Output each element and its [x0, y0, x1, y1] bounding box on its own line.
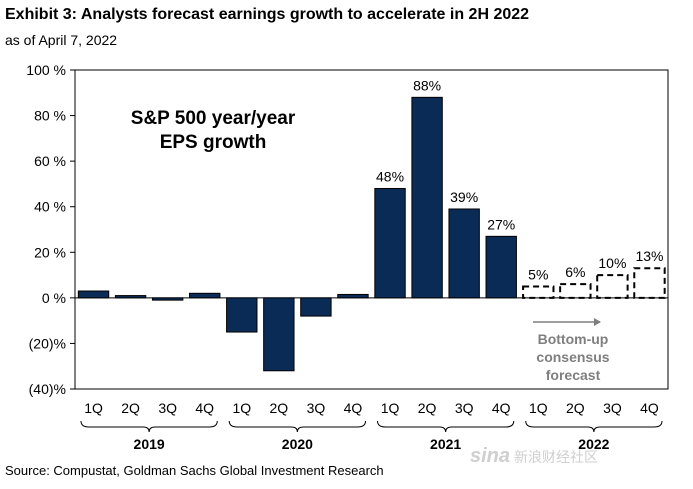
year-brace — [80, 420, 218, 433]
data-bar — [77, 290, 110, 299]
year-brace — [525, 420, 663, 433]
forecast-arrowhead — [594, 318, 601, 326]
x-tick-label: 3Q — [455, 400, 474, 416]
data-label: 27% — [487, 216, 515, 232]
y-tick-label: 0 % — [42, 290, 66, 306]
x-tick-label: 1Q — [381, 400, 400, 416]
x-tick-label: 2Q — [121, 400, 140, 416]
chart-title: Exhibit 3: Analysts forecast earnings gr… — [5, 6, 530, 23]
year-label: 2020 — [282, 436, 313, 452]
forecast-annotation: consensus — [536, 349, 609, 365]
data-bar — [189, 292, 221, 299]
data-bar — [411, 96, 443, 299]
data-label: 39% — [450, 189, 478, 205]
chart-subtitle: as of April 7, 2022 — [5, 32, 118, 48]
x-tick-label: 4Q — [492, 400, 511, 416]
forecast-bar — [559, 283, 592, 299]
data-label: 6% — [565, 264, 585, 280]
y-tick-label: (40)% — [29, 381, 66, 397]
watermark-text: 新浪财经社区 — [514, 449, 599, 465]
data-bar — [374, 187, 406, 299]
y-tick-label: 100 % — [26, 62, 66, 78]
y-tick-label: 60 % — [34, 153, 66, 169]
year-label: 2019 — [134, 436, 165, 452]
sina-logo: sina — [470, 445, 511, 467]
forecast-bar — [633, 267, 666, 299]
sina-watermark: sina 新浪财经社区 — [470, 445, 598, 468]
x-tick-label: 3Q — [158, 400, 177, 416]
data-bar — [263, 297, 295, 372]
data-bar — [151, 297, 184, 301]
forecast-annotation: Bottom-up — [538, 331, 609, 347]
data-label: 88% — [413, 77, 441, 93]
data-bar — [300, 297, 332, 317]
data-bar — [114, 295, 147, 299]
series-title: S&P 500 year/year — [131, 108, 296, 129]
x-tick-label: 4Q — [195, 400, 214, 416]
x-tick-label: 1Q — [84, 400, 103, 416]
x-tick-label: 2Q — [566, 400, 585, 416]
y-tick-label: 20 % — [34, 244, 66, 260]
data-bar — [337, 293, 369, 299]
source-note: Source: Compustat, Goldman Sachs Global … — [5, 463, 384, 478]
year-brace — [228, 420, 366, 433]
x-tick-label: 2Q — [418, 400, 437, 416]
data-label: 48% — [376, 168, 404, 184]
year-brace — [377, 420, 515, 433]
data-label: 13% — [635, 248, 663, 264]
x-tick-label: 1Q — [529, 400, 548, 416]
x-tick-label: 2Q — [270, 400, 289, 416]
x-tick-label: 4Q — [344, 400, 363, 416]
series-title: EPS growth — [160, 132, 267, 153]
year-label: 2021 — [430, 436, 461, 452]
data-bar — [226, 297, 258, 333]
plot-frame — [74, 69, 669, 390]
data-label: 10% — [598, 255, 626, 271]
y-tick-label: 80 % — [34, 108, 66, 124]
x-tick-label: 1Q — [232, 400, 251, 416]
forecast-bar — [596, 274, 629, 299]
x-tick-label: 4Q — [640, 400, 659, 416]
y-tick-label: 40 % — [34, 199, 66, 215]
y-tick-label: (20)% — [29, 335, 66, 351]
x-tick-label: 3Q — [307, 400, 326, 416]
data-bar — [448, 208, 480, 299]
data-bar — [485, 235, 517, 299]
year-label: 2022 — [578, 436, 609, 452]
data-label: 5% — [528, 266, 548, 282]
x-tick-label: 3Q — [603, 400, 622, 416]
forecast-annotation: forecast — [546, 367, 601, 383]
forecast-bar — [522, 285, 555, 299]
